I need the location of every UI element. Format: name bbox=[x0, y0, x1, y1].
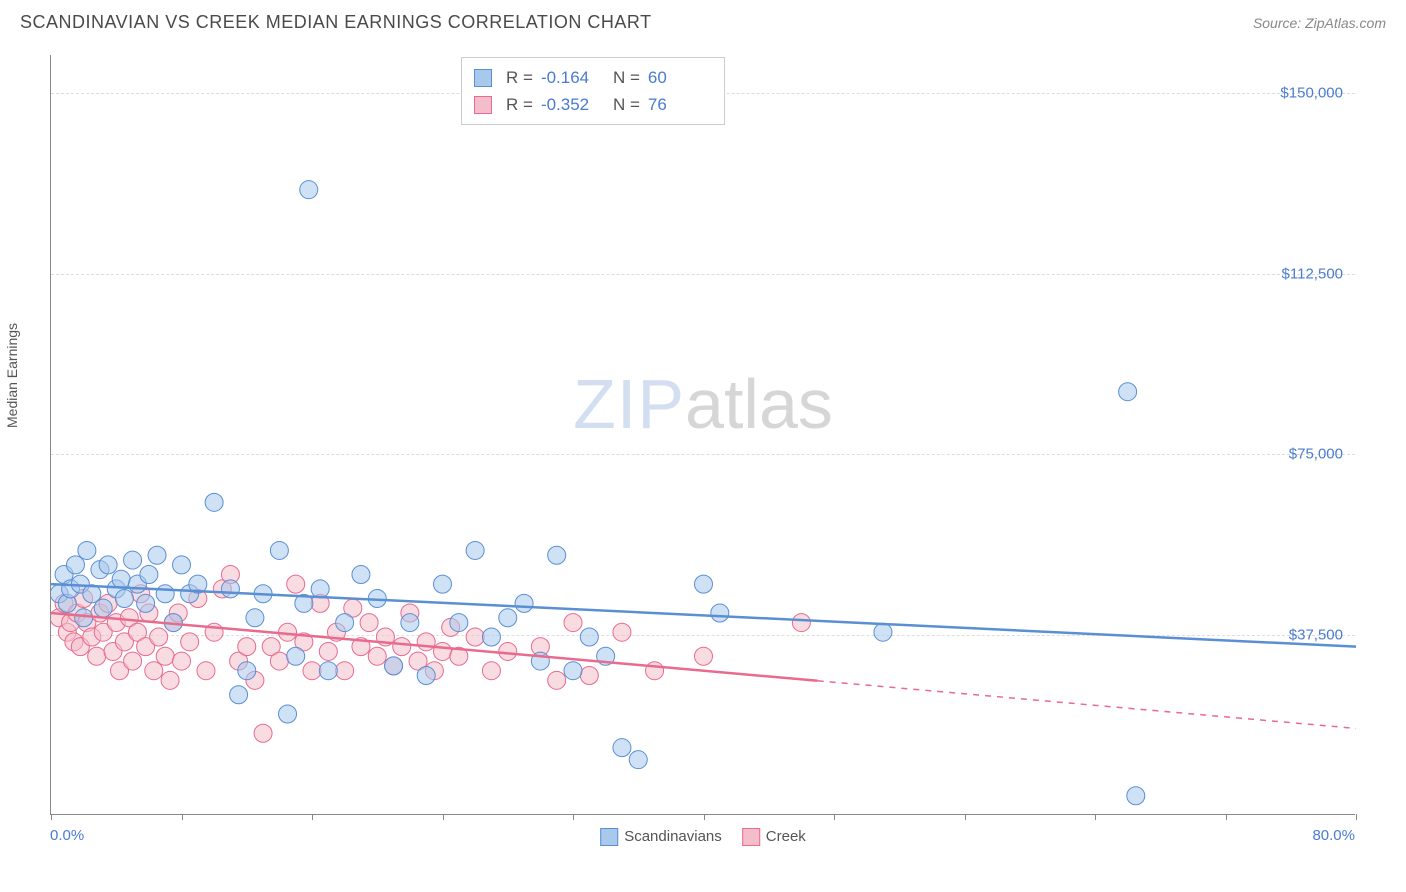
data-point bbox=[145, 662, 163, 680]
data-point bbox=[564, 614, 582, 632]
data-point bbox=[66, 556, 84, 574]
data-point bbox=[352, 565, 370, 583]
data-point bbox=[221, 580, 239, 598]
data-point bbox=[75, 609, 93, 627]
data-point bbox=[94, 599, 112, 617]
data-point bbox=[124, 551, 142, 569]
data-point bbox=[613, 623, 631, 641]
data-point bbox=[368, 647, 386, 665]
data-point bbox=[874, 623, 892, 641]
data-point bbox=[300, 181, 318, 199]
x-axis-min: 0.0% bbox=[50, 827, 84, 844]
data-point bbox=[792, 614, 810, 632]
legend-item-series1: Scandinavians bbox=[600, 828, 722, 846]
data-point bbox=[417, 667, 435, 685]
data-point bbox=[336, 662, 354, 680]
stats-row-series1: R = -0.164 N = 60 bbox=[474, 64, 712, 91]
data-point bbox=[1127, 787, 1145, 805]
data-point bbox=[197, 662, 215, 680]
data-point bbox=[401, 614, 419, 632]
data-point bbox=[695, 647, 713, 665]
data-point bbox=[434, 642, 452, 660]
swatch-series1 bbox=[474, 69, 492, 87]
data-point bbox=[499, 642, 517, 660]
data-point bbox=[156, 647, 174, 665]
data-point bbox=[238, 638, 256, 656]
data-point bbox=[711, 604, 729, 622]
data-point bbox=[279, 705, 297, 723]
data-point bbox=[137, 594, 155, 612]
data-point bbox=[482, 662, 500, 680]
data-point bbox=[246, 609, 264, 627]
x-axis-max: 80.0% bbox=[1312, 827, 1355, 844]
swatch-series1-bottom bbox=[600, 828, 618, 846]
data-point bbox=[78, 541, 96, 559]
data-point bbox=[482, 628, 500, 646]
data-point bbox=[311, 580, 329, 598]
x-tick bbox=[1356, 814, 1357, 820]
data-point bbox=[466, 628, 484, 646]
data-point bbox=[613, 739, 631, 757]
data-point bbox=[287, 647, 305, 665]
data-point bbox=[646, 662, 664, 680]
data-point bbox=[564, 662, 582, 680]
chart-plot-area: ZIPatlas R = -0.164 N = 60 R = -0.352 N … bbox=[50, 55, 1355, 815]
correlation-stats-box: R = -0.164 N = 60 R = -0.352 N = 76 bbox=[461, 57, 725, 125]
chart-title: SCANDINAVIAN VS CREEK MEDIAN EARNINGS CO… bbox=[20, 12, 652, 33]
stats-row-series2: R = -0.352 N = 76 bbox=[474, 91, 712, 118]
data-point bbox=[150, 628, 168, 646]
data-point bbox=[270, 541, 288, 559]
data-point bbox=[580, 667, 598, 685]
data-point bbox=[254, 724, 272, 742]
data-point bbox=[156, 585, 174, 603]
data-point bbox=[515, 594, 533, 612]
data-point bbox=[205, 493, 223, 511]
y-axis-label: Median Earnings bbox=[4, 323, 20, 428]
bottom-legend: Scandinavians Creek bbox=[600, 828, 806, 846]
data-point bbox=[466, 541, 484, 559]
data-point bbox=[181, 633, 199, 651]
data-point bbox=[548, 671, 566, 689]
data-point bbox=[1119, 383, 1137, 401]
data-point bbox=[173, 652, 191, 670]
swatch-series2 bbox=[474, 96, 492, 114]
data-point bbox=[99, 556, 117, 574]
data-point bbox=[417, 633, 435, 651]
data-point bbox=[88, 647, 106, 665]
swatch-series2-bottom bbox=[742, 828, 760, 846]
data-point bbox=[173, 556, 191, 574]
data-point bbox=[148, 546, 166, 564]
data-point bbox=[499, 609, 517, 627]
data-point bbox=[580, 628, 598, 646]
data-point bbox=[393, 638, 411, 656]
data-point bbox=[548, 546, 566, 564]
data-point bbox=[360, 614, 378, 632]
data-point bbox=[450, 614, 468, 632]
data-point bbox=[303, 662, 321, 680]
data-point bbox=[112, 570, 130, 588]
trend-line-extrapolated bbox=[818, 681, 1356, 729]
data-point bbox=[270, 652, 288, 670]
data-point bbox=[140, 565, 158, 583]
scatter-svg bbox=[51, 55, 1356, 815]
legend-item-series2: Creek bbox=[742, 828, 806, 846]
data-point bbox=[319, 662, 337, 680]
data-point bbox=[238, 662, 256, 680]
data-point bbox=[161, 671, 179, 689]
data-point bbox=[319, 642, 337, 660]
data-point bbox=[434, 575, 452, 593]
data-point bbox=[230, 686, 248, 704]
data-point bbox=[695, 575, 713, 593]
source-credit: Source: ZipAtlas.com bbox=[1253, 15, 1386, 31]
data-point bbox=[124, 652, 142, 670]
data-point bbox=[287, 575, 305, 593]
data-point bbox=[336, 614, 354, 632]
data-point bbox=[115, 590, 133, 608]
data-point bbox=[629, 751, 647, 769]
data-point bbox=[385, 657, 403, 675]
